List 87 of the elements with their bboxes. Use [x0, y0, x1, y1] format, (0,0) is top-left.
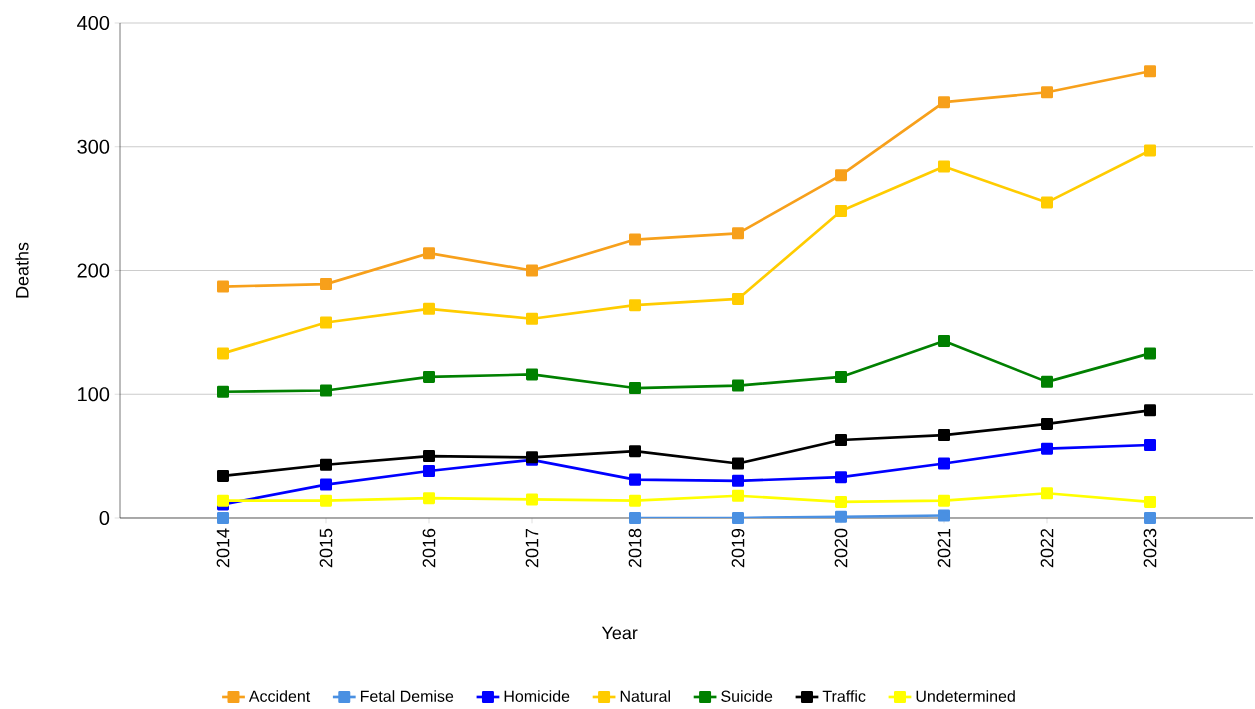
point — [217, 469, 230, 482]
legend-label: Natural — [620, 690, 670, 702]
legend-label: Traffic — [822, 690, 866, 702]
x-tick-label: 2022 — [1040, 528, 1054, 568]
point — [320, 384, 333, 397]
point — [835, 510, 848, 523]
point — [835, 169, 848, 182]
point — [526, 312, 539, 325]
point — [835, 433, 848, 446]
point — [1041, 417, 1054, 430]
point — [938, 96, 951, 109]
point — [423, 370, 436, 383]
point — [835, 495, 848, 508]
x-tick-label: 2017 — [525, 528, 539, 568]
point — [835, 370, 848, 383]
point — [1041, 86, 1054, 99]
y-tick-label: 0 — [99, 510, 110, 526]
point — [938, 509, 951, 522]
x-tick-label: 2020 — [834, 528, 848, 568]
point — [835, 205, 848, 218]
point — [217, 494, 230, 507]
legend-label: Fetal Demise — [360, 690, 454, 702]
point — [732, 292, 745, 305]
point — [732, 227, 745, 240]
point — [732, 489, 745, 502]
point — [938, 334, 951, 347]
point — [320, 458, 333, 471]
point — [938, 429, 951, 442]
y-tick-label: 400 — [77, 15, 110, 31]
point — [320, 494, 333, 507]
point — [629, 382, 642, 395]
point — [1041, 196, 1054, 209]
point — [423, 247, 436, 260]
y-tick-label: 100 — [78, 387, 110, 402]
y-tick-label: 200 — [77, 263, 110, 278]
point — [1144, 404, 1157, 417]
point — [1144, 144, 1157, 157]
legend-label: Accident — [248, 690, 311, 702]
point — [217, 385, 230, 398]
point — [217, 511, 230, 524]
y-axis-title: Deaths — [15, 242, 29, 298]
x-tick-label: 2023 — [1143, 528, 1157, 568]
x-tick-label: 2016 — [422, 528, 436, 568]
point — [629, 511, 642, 524]
point — [1144, 65, 1157, 78]
point — [629, 233, 642, 246]
point — [629, 445, 642, 458]
point — [938, 160, 951, 173]
point — [320, 478, 333, 491]
x-tick-label: 2021 — [937, 528, 951, 568]
point — [1041, 487, 1054, 500]
point — [1144, 438, 1157, 451]
point — [938, 494, 951, 507]
legend-label: Homicide — [504, 690, 570, 702]
point — [629, 494, 642, 507]
point — [526, 368, 539, 381]
point — [526, 264, 539, 277]
point — [629, 299, 642, 312]
point — [217, 280, 230, 293]
point — [1144, 347, 1157, 360]
point — [629, 473, 642, 486]
x-tick-label: 2018 — [628, 528, 642, 568]
legend-label: Undetermined — [916, 690, 1015, 702]
point — [423, 492, 436, 505]
point — [1144, 511, 1157, 524]
point — [1041, 375, 1054, 388]
point — [1041, 442, 1054, 455]
point — [423, 464, 436, 477]
x-tick-label: 2015 — [319, 528, 333, 568]
legend-label: Suicide — [721, 690, 773, 702]
x-tick-label: 2014 — [216, 528, 230, 568]
point — [217, 347, 230, 360]
point — [526, 493, 539, 506]
point — [732, 474, 745, 487]
point — [423, 302, 436, 315]
point — [320, 278, 333, 291]
x-tick-label: 2019 — [731, 528, 745, 568]
y-tick-label: 300 — [77, 139, 110, 154]
point — [732, 511, 745, 524]
point — [938, 457, 951, 470]
point — [320, 316, 333, 329]
point — [1144, 495, 1157, 508]
point — [732, 457, 745, 470]
point — [835, 471, 848, 484]
point — [732, 379, 745, 392]
x-axis-title: Year — [601, 626, 638, 640]
point — [423, 450, 436, 463]
